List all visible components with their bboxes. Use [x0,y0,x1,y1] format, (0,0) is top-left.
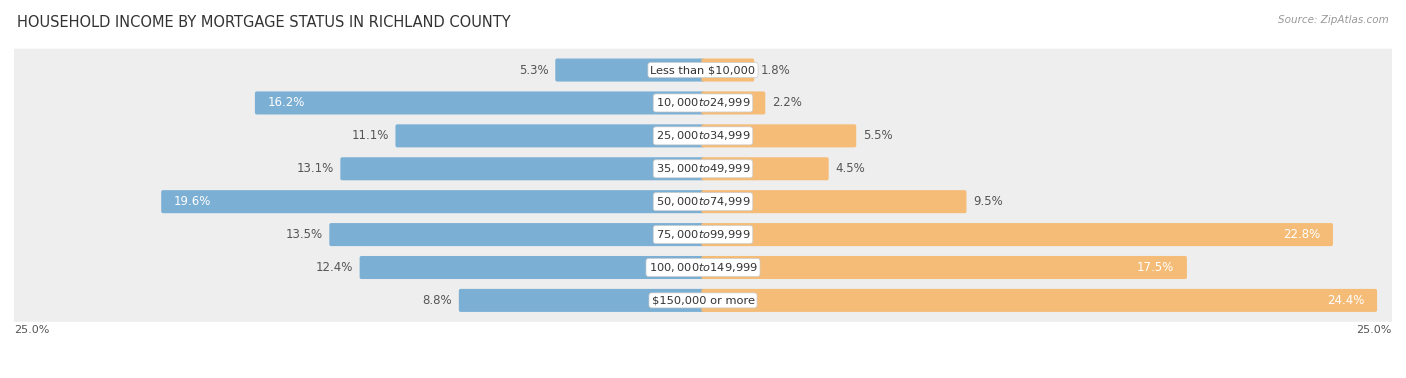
FancyBboxPatch shape [340,157,704,180]
Text: 2.2%: 2.2% [772,96,801,110]
FancyBboxPatch shape [10,49,1396,91]
FancyBboxPatch shape [360,256,704,279]
FancyBboxPatch shape [702,223,1333,246]
FancyBboxPatch shape [702,190,966,213]
Text: 9.5%: 9.5% [973,195,1002,208]
Text: 5.3%: 5.3% [519,64,548,76]
FancyBboxPatch shape [10,147,1396,190]
FancyBboxPatch shape [555,59,704,82]
FancyBboxPatch shape [10,213,1396,256]
Legend: Without Mortgage, With Mortgage: Without Mortgage, With Mortgage [568,375,838,378]
Text: $75,000 to $99,999: $75,000 to $99,999 [655,228,751,241]
FancyBboxPatch shape [458,289,704,312]
FancyBboxPatch shape [10,180,1396,223]
Text: 25.0%: 25.0% [1357,325,1392,335]
FancyBboxPatch shape [702,124,856,147]
Text: 24.4%: 24.4% [1327,294,1364,307]
Text: 1.8%: 1.8% [761,64,790,76]
Text: 8.8%: 8.8% [423,294,453,307]
FancyBboxPatch shape [10,82,1396,124]
Text: 13.5%: 13.5% [285,228,323,241]
Text: 17.5%: 17.5% [1137,261,1174,274]
Text: 22.8%: 22.8% [1284,228,1320,241]
FancyBboxPatch shape [329,223,704,246]
Text: 13.1%: 13.1% [297,162,333,175]
FancyBboxPatch shape [702,59,754,82]
FancyBboxPatch shape [702,289,1376,312]
Text: $100,000 to $149,999: $100,000 to $149,999 [648,261,758,274]
Text: $150,000 or more: $150,000 or more [651,295,755,305]
Text: $35,000 to $49,999: $35,000 to $49,999 [655,162,751,175]
FancyBboxPatch shape [10,279,1396,322]
Text: HOUSEHOLD INCOME BY MORTGAGE STATUS IN RICHLAND COUNTY: HOUSEHOLD INCOME BY MORTGAGE STATUS IN R… [17,15,510,30]
FancyBboxPatch shape [10,115,1396,157]
Text: 16.2%: 16.2% [267,96,305,110]
Text: $10,000 to $24,999: $10,000 to $24,999 [655,96,751,110]
FancyBboxPatch shape [395,124,704,147]
Text: 19.6%: 19.6% [174,195,211,208]
Text: Less than $10,000: Less than $10,000 [651,65,755,75]
FancyBboxPatch shape [162,190,704,213]
Text: Source: ZipAtlas.com: Source: ZipAtlas.com [1278,15,1389,25]
FancyBboxPatch shape [254,91,704,115]
Text: 12.4%: 12.4% [315,261,353,274]
Text: 4.5%: 4.5% [835,162,865,175]
Text: 11.1%: 11.1% [352,129,389,143]
Text: $50,000 to $74,999: $50,000 to $74,999 [655,195,751,208]
FancyBboxPatch shape [702,91,765,115]
FancyBboxPatch shape [702,157,828,180]
Text: 25.0%: 25.0% [14,325,49,335]
Text: $25,000 to $34,999: $25,000 to $34,999 [655,129,751,143]
FancyBboxPatch shape [10,246,1396,289]
FancyBboxPatch shape [702,256,1187,279]
Text: 5.5%: 5.5% [863,129,893,143]
